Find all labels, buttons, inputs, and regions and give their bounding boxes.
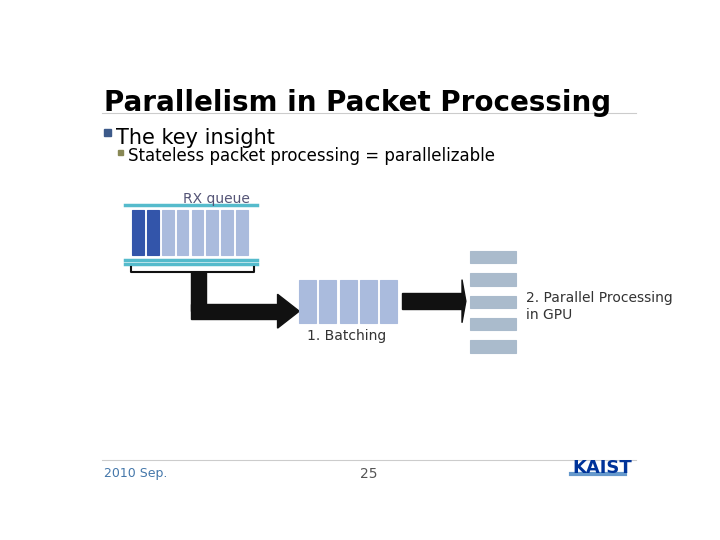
Bar bbox=[380, 280, 397, 323]
Text: 2. Parallel Processing
in GPU: 2. Parallel Processing in GPU bbox=[526, 292, 672, 322]
Bar bbox=[132, 210, 144, 255]
Polygon shape bbox=[462, 280, 466, 323]
Bar bbox=[402, 294, 462, 309]
Bar bbox=[360, 280, 377, 323]
Text: 2010 Sep.: 2010 Sep. bbox=[104, 467, 167, 480]
Bar bbox=[300, 280, 316, 323]
Bar bbox=[162, 210, 174, 255]
Bar bbox=[221, 210, 233, 255]
Text: 25: 25 bbox=[360, 467, 378, 481]
Bar bbox=[207, 210, 218, 255]
Bar bbox=[469, 318, 516, 330]
Bar bbox=[191, 272, 206, 311]
Text: The key insight: The key insight bbox=[116, 128, 274, 148]
Bar bbox=[320, 280, 336, 323]
Polygon shape bbox=[277, 294, 300, 328]
Bar bbox=[147, 210, 158, 255]
Text: KAIST: KAIST bbox=[572, 459, 632, 477]
Text: Stateless packet processing = parallelizable: Stateless packet processing = paralleliz… bbox=[128, 147, 495, 165]
Bar bbox=[118, 150, 123, 155]
Bar bbox=[340, 280, 356, 323]
Bar bbox=[191, 303, 277, 319]
Bar bbox=[469, 273, 516, 286]
Text: RX queue: RX queue bbox=[183, 192, 250, 206]
Text: Parallelism in Packet Processing: Parallelism in Packet Processing bbox=[104, 90, 611, 117]
Bar bbox=[469, 340, 516, 353]
Text: 1. Batching: 1. Batching bbox=[307, 329, 386, 343]
Bar bbox=[176, 210, 189, 255]
Bar bbox=[469, 296, 516, 308]
Bar bbox=[192, 210, 203, 255]
Bar bbox=[469, 251, 516, 264]
Bar bbox=[104, 130, 111, 137]
Bar bbox=[236, 210, 248, 255]
